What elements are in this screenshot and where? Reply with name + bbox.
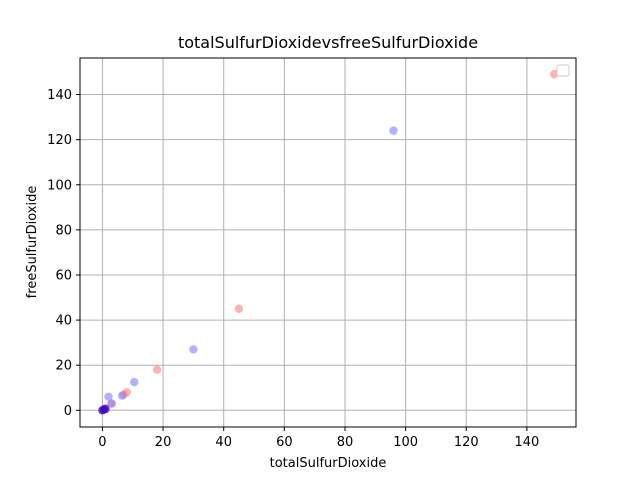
x-tick-label: 40 [215,435,232,450]
data-point [234,304,244,314]
y-tick-label: 40 [55,314,72,329]
data-point [104,392,113,401]
y-axis-title: freeSulfurDioxide [25,186,40,299]
grid-lines [80,58,576,427]
data-point [130,377,139,387]
x-tick-label: 120 [454,435,479,450]
y-axis-ticks: 0 20 40 60 80 100 120 140 [47,88,80,419]
x-tick-label: 100 [393,435,418,450]
data-point [101,404,110,414]
chart-title: totalSulfurDioxidevsfreeSulfurDioxide [178,33,478,52]
data-point [107,399,116,408]
x-axis-title: totalSulfurDioxide [270,456,387,471]
legend-box [556,64,570,77]
data-point [152,365,162,374]
data-points [98,70,559,415]
data-point [117,391,127,400]
data-point [389,126,398,135]
x-tick-label: 140 [514,435,539,450]
y-tick-label: 0 [64,404,72,419]
y-tick-label: 80 [55,223,72,238]
y-tick-label: 20 [55,359,72,374]
x-tick-label: 60 [276,435,293,450]
x-tick-label: 20 [155,435,172,450]
x-tick-label: 0 [98,435,106,450]
y-tick-label: 60 [55,268,72,283]
data-point [549,70,559,79]
y-tick-label: 120 [47,133,72,148]
y-tick-label: 100 [47,178,72,193]
plot-frame [79,57,577,428]
x-tick-label: 80 [337,435,354,450]
data-point [189,345,198,354]
x-axis-ticks: 0 20 40 60 80 100 120 140 [98,427,539,450]
y-tick-label: 140 [47,88,72,103]
